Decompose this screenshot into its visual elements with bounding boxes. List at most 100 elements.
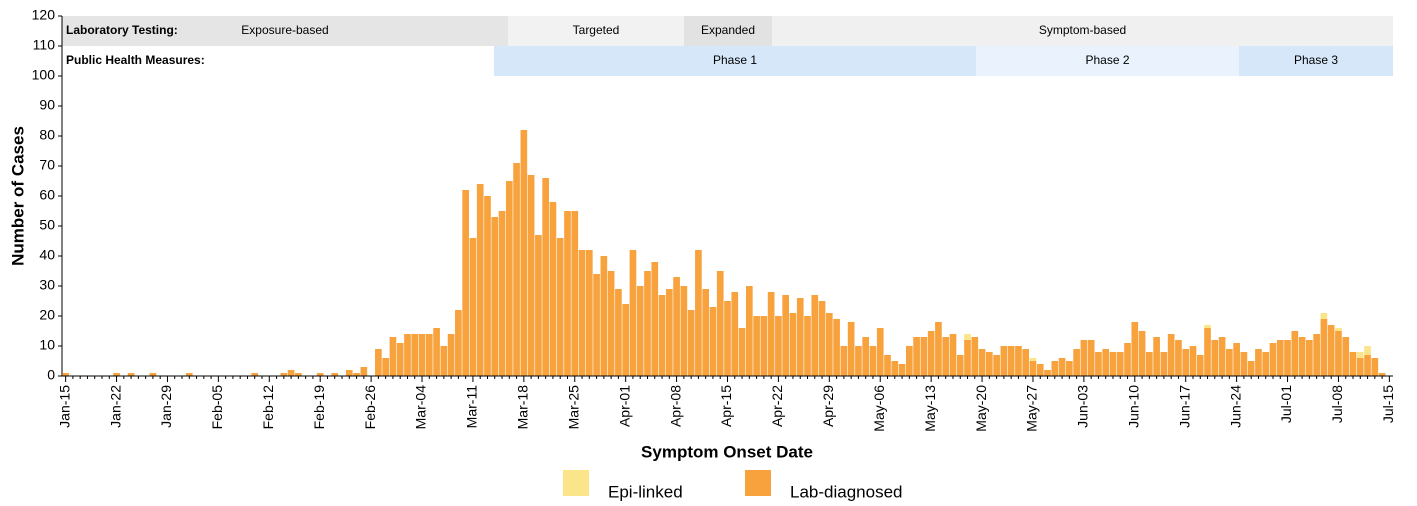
bar xyxy=(389,337,397,376)
bar xyxy=(316,373,324,376)
x-tick-label: Jul-08 xyxy=(1329,385,1345,423)
bar xyxy=(724,301,731,376)
bar xyxy=(687,310,695,376)
bar xyxy=(964,340,971,376)
bar xyxy=(1364,346,1371,355)
phase-label: Phase 2 xyxy=(1085,53,1129,67)
bar xyxy=(1240,352,1248,376)
bar xyxy=(185,373,193,376)
bar xyxy=(738,328,746,376)
bar xyxy=(440,346,448,376)
bar xyxy=(811,295,819,376)
bar xyxy=(345,370,353,376)
bar xyxy=(1073,349,1080,376)
x-tick-label: Jan-15 xyxy=(56,385,72,428)
x-tick-label: Jun-10 xyxy=(1126,385,1142,428)
bar xyxy=(1058,358,1066,376)
bar xyxy=(1153,337,1160,376)
x-tick-label: Apr-08 xyxy=(667,385,683,427)
bar xyxy=(476,184,484,376)
bar xyxy=(1335,331,1342,376)
y-tick-label: 0 xyxy=(47,367,55,383)
bar xyxy=(1342,337,1350,376)
bar xyxy=(1036,364,1044,376)
bar xyxy=(520,130,528,376)
bar xyxy=(287,370,295,376)
x-tick-label: Jan-29 xyxy=(158,385,174,428)
bar xyxy=(1269,343,1277,376)
bar xyxy=(498,211,506,376)
bar xyxy=(1284,340,1291,376)
x-tick-label: Mar-18 xyxy=(515,385,531,430)
bar xyxy=(491,217,499,376)
bar xyxy=(469,238,477,376)
bar xyxy=(578,250,586,376)
bar xyxy=(1306,340,1313,376)
y-tick-label: 60 xyxy=(39,187,55,203)
bar xyxy=(411,334,419,376)
bar xyxy=(665,289,673,376)
y-tick-label: 80 xyxy=(39,127,55,143)
bar xyxy=(789,313,797,376)
bar xyxy=(1116,352,1124,376)
phase-band xyxy=(62,16,508,46)
phase-band xyxy=(684,16,772,46)
bar xyxy=(1095,352,1102,376)
bar xyxy=(1146,352,1153,376)
bar xyxy=(636,286,644,376)
phase-band xyxy=(772,16,1393,46)
bar xyxy=(869,346,877,376)
bar xyxy=(447,334,455,376)
bar xyxy=(949,334,957,376)
bar xyxy=(884,355,891,376)
bar xyxy=(673,277,680,376)
bar xyxy=(433,328,440,376)
bar xyxy=(993,355,1000,376)
phase-label: Phase 1 xyxy=(713,53,757,67)
bar xyxy=(920,337,928,376)
bar xyxy=(855,346,862,376)
x-tick-label: Feb-19 xyxy=(311,385,327,430)
bar xyxy=(913,337,920,376)
bar xyxy=(571,211,579,376)
x-tick-label: Feb-26 xyxy=(362,385,378,430)
x-tick-label: Apr-29 xyxy=(820,385,836,427)
bar xyxy=(695,250,702,376)
bar xyxy=(1087,340,1095,376)
bar xyxy=(615,289,622,376)
bar xyxy=(891,361,899,376)
bar xyxy=(1226,349,1233,376)
bar xyxy=(942,337,950,376)
bar xyxy=(1102,349,1110,376)
bar xyxy=(484,196,491,376)
legend-label: Epi-linked xyxy=(608,482,683,501)
bar xyxy=(702,289,710,376)
x-tick-label: Jul-15 xyxy=(1380,385,1396,423)
bar xyxy=(353,373,360,376)
bar xyxy=(396,343,404,376)
bar xyxy=(513,163,520,376)
x-tick-label: May-13 xyxy=(922,385,938,432)
bar xyxy=(775,316,782,376)
x-tick-label: May-27 xyxy=(1024,385,1040,432)
x-tick-label: Mar-11 xyxy=(464,385,480,429)
bar xyxy=(876,328,884,376)
bar xyxy=(1335,328,1342,331)
bar xyxy=(1131,322,1139,376)
bar xyxy=(1262,352,1270,376)
bar xyxy=(62,373,69,376)
bar xyxy=(862,337,870,376)
bar xyxy=(1182,349,1190,376)
x-tick-label: Mar-25 xyxy=(565,385,581,430)
y-tick-label: 70 xyxy=(39,157,55,173)
bar xyxy=(745,286,753,376)
x-tick-label: Jul-01 xyxy=(1278,385,1294,423)
bar xyxy=(527,175,535,376)
bar xyxy=(1349,352,1357,376)
bar xyxy=(1022,349,1030,376)
y-tick-label: 40 xyxy=(39,247,55,263)
y-tick-label: 20 xyxy=(39,307,55,323)
bar xyxy=(455,310,462,376)
y-tick-label: 10 xyxy=(39,337,55,353)
phase-band xyxy=(508,16,684,46)
